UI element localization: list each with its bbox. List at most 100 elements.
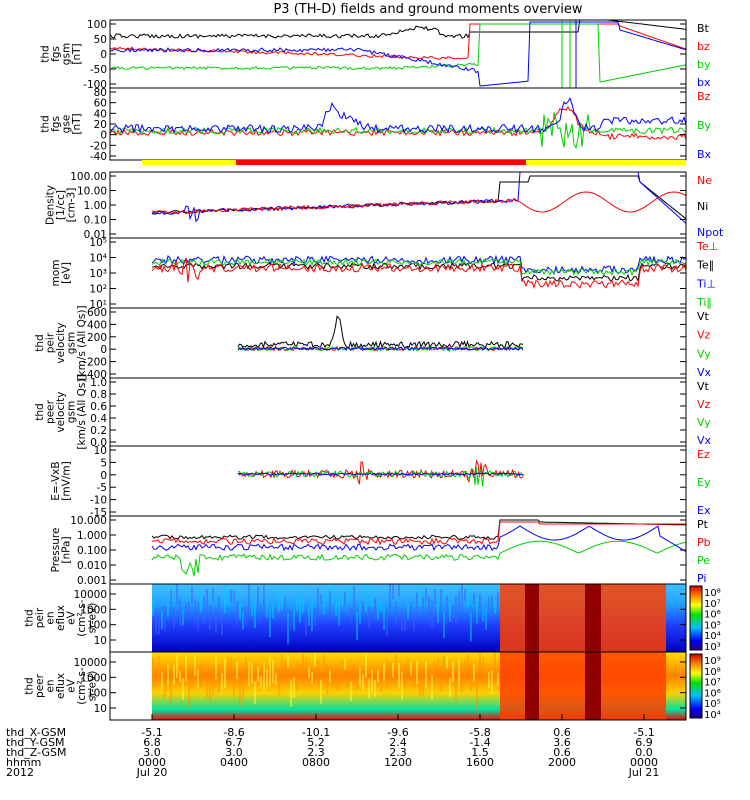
colorbar-label: 10⁵ (704, 699, 721, 710)
hot-band (585, 652, 601, 720)
streak (464, 588, 466, 602)
ytick-label: 0.6 (90, 401, 107, 413)
panel-9-data (152, 584, 686, 652)
ytick-label: 20 (94, 119, 107, 131)
series-pb (151, 521, 686, 546)
streak (173, 664, 175, 685)
panel-7-frame (109, 445, 687, 517)
ytick-label: 1000 (80, 604, 107, 616)
legend-ey: Ey (697, 476, 711, 489)
legend-ez: Ez (697, 448, 710, 461)
streak (371, 669, 373, 692)
ytick-label: 10.00 (77, 186, 107, 198)
streak (380, 602, 382, 613)
xaxis-value: 0000 (138, 756, 166, 769)
streak (200, 664, 202, 687)
ytick-label: 0.001 (77, 575, 107, 587)
streak (185, 655, 187, 681)
panel-8: 10.000 1.000 0.100 0.010 0.001 Pressure[nPa] P… (50, 515, 711, 587)
streak (179, 598, 181, 627)
legend-ex: Ex (697, 504, 711, 517)
series-pe (151, 540, 686, 577)
xaxis-value: 0.0 (635, 746, 653, 759)
streak (308, 606, 310, 626)
series-bx (110, 21, 686, 87)
streak (329, 670, 331, 682)
streak (452, 604, 454, 620)
ytick-label: 0.8 (90, 389, 107, 401)
streak (257, 667, 259, 682)
streak (467, 584, 469, 607)
xaxis-value: 3.0 (225, 746, 243, 759)
ytick-label: 60 (94, 98, 107, 110)
xaxis-value: 0400 (220, 756, 248, 769)
streak (404, 613, 406, 632)
streak (248, 584, 250, 615)
ytick-label: 10³ (89, 268, 107, 280)
streak (248, 661, 250, 686)
series-bz (110, 23, 686, 60)
streak (203, 596, 205, 624)
xaxis-value: 2000 (548, 756, 576, 769)
streak (353, 663, 355, 685)
series-ti-par (151, 257, 686, 277)
streak (416, 592, 418, 617)
streak (326, 585, 328, 602)
streak (302, 654, 304, 670)
streak (263, 662, 265, 690)
xaxis-value: 6.7 (225, 736, 243, 749)
streak (344, 591, 346, 607)
ylabel-line: [mV/m] (60, 461, 72, 500)
streak (290, 610, 292, 631)
panel-8-data (151, 519, 686, 577)
streak (218, 664, 220, 693)
ylabel-line: mom (50, 260, 62, 287)
ylabel-line: sr-eV) (87, 603, 99, 634)
streak (326, 664, 328, 694)
ytick-label: 10⁵ (89, 237, 107, 249)
streak (197, 602, 199, 632)
legend-pb: Pb (697, 536, 711, 549)
legend-by: By (697, 119, 712, 132)
streak (299, 593, 301, 623)
ytick-label: -400 (83, 369, 107, 381)
ytick-label: 200 (87, 332, 107, 344)
streak (449, 602, 451, 622)
streak (158, 655, 160, 678)
legend-bz: bz (697, 40, 710, 53)
streak (482, 657, 484, 683)
ylabel-line: velocity (55, 322, 67, 363)
streak (446, 595, 448, 623)
streak (305, 613, 307, 636)
streak (434, 662, 436, 678)
ylabel-line: thd (24, 677, 36, 694)
ylabel-line: [nPa] (60, 536, 72, 563)
streak (182, 678, 184, 700)
streak (239, 603, 241, 621)
streak (194, 600, 196, 622)
ytick-label: -40 (90, 151, 107, 163)
streak (176, 654, 178, 678)
series-te-perp (151, 257, 686, 290)
figure-title: P3 (TH-D) fields and ground moments over… (273, 2, 582, 17)
colorbar-label: 10⁹ (704, 656, 721, 667)
streak (236, 601, 238, 625)
streak (278, 668, 280, 696)
streak (422, 669, 424, 697)
streak (401, 671, 403, 700)
series-ne (151, 191, 686, 215)
streak (179, 670, 181, 682)
ylabel-line: thd (24, 609, 36, 626)
ytick-label: 0 (100, 130, 107, 142)
streak (236, 661, 238, 680)
colorbar-label: 10³ (704, 642, 721, 653)
xaxis-value: -5.1 (633, 726, 654, 739)
streak (314, 608, 316, 627)
streak (320, 594, 322, 605)
streak (173, 607, 175, 629)
streak (419, 677, 421, 697)
streak (491, 595, 493, 615)
streak (383, 605, 385, 631)
streak (425, 660, 427, 689)
